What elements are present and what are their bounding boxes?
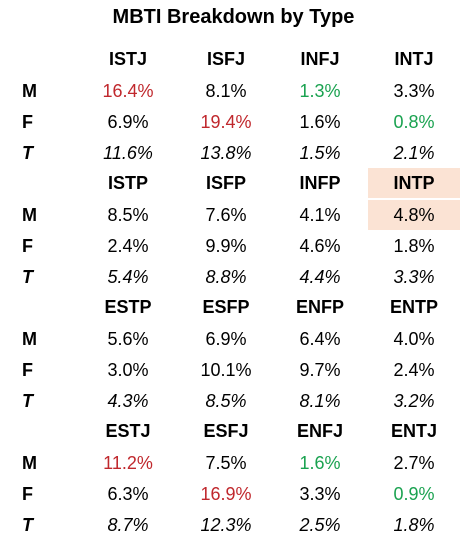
- value-cell-infp-f: 4.6%: [299, 236, 341, 256]
- value-cell-istp-t: 5.4%: [107, 267, 149, 287]
- value-cell-esfp-t: 8.5%: [205, 391, 247, 411]
- type-group: ESTJ ESFJ ENFJ ENTJ M 11.2% 7.5% 1.6% 2.7% F 6.3% 1…: [0, 416, 467, 540]
- value-cell-estp-f: 3.0%: [107, 360, 149, 380]
- value-cell-estj-t: 8.7%: [107, 515, 149, 535]
- row-label-f: F: [22, 112, 33, 132]
- row-m: M 11.2% 7.5% 1.6% 2.7%: [0, 448, 467, 478]
- type-header-row: ESTJ ESFJ ENFJ ENTJ: [0, 416, 467, 446]
- value-cell-infp-t: 4.4%: [299, 267, 341, 287]
- row-m: M 5.6% 6.9% 6.4% 4.0%: [0, 324, 467, 354]
- value-cell-istp-f: 2.4%: [107, 236, 149, 256]
- value-cell-isfp-t: 8.8%: [205, 267, 247, 287]
- value-cell-isfp-f: 9.9%: [205, 236, 247, 256]
- value-cell-intj-m: 3.3%: [393, 81, 435, 101]
- type-group: ISTJ ISFJ INFJ INTJ M 16.4% 8.1% 1.3% 3.3% F 6.9% 1…: [0, 44, 467, 168]
- value-cell-intp-m: 4.8%: [368, 200, 460, 230]
- type-header-intp: INTP: [368, 168, 460, 198]
- value-cell-intj-f: 0.8%: [393, 112, 435, 132]
- row-label-f: F: [22, 484, 33, 504]
- row-label-m: M: [22, 329, 37, 349]
- value-cell-entj-t: 1.8%: [393, 515, 435, 535]
- value-cell-entp-t: 3.2%: [393, 391, 435, 411]
- row-m: M 16.4% 8.1% 1.3% 3.3%: [0, 76, 467, 106]
- row-label-m: M: [22, 453, 37, 473]
- type-header-row: ISTP ISFP INFP INTP: [0, 168, 467, 198]
- value-cell-esfj-m: 7.5%: [205, 453, 247, 473]
- type-header-intj: INTJ: [394, 49, 434, 69]
- type-header-estp: ESTP: [104, 297, 152, 317]
- row-t: T 5.4% 8.8% 4.4% 3.3%: [0, 262, 467, 292]
- type-header-esfp: ESFP: [202, 297, 250, 317]
- value-cell-estj-f: 6.3%: [107, 484, 149, 504]
- value-cell-esfj-t: 12.3%: [200, 515, 252, 535]
- value-cell-isfj-t: 13.8%: [200, 143, 252, 163]
- value-cell-infj-f: 1.6%: [299, 112, 341, 132]
- value-cell-esfp-m: 6.9%: [205, 329, 247, 349]
- type-header-enfj: ENFJ: [296, 421, 343, 441]
- type-header-infj: INFJ: [300, 49, 340, 69]
- type-header-istj: ISTJ: [108, 49, 147, 69]
- value-cell-entp-m: 4.0%: [393, 329, 435, 349]
- row-label-t: T: [22, 391, 33, 411]
- type-header-row: ESTP ESFP ENFP ENTP: [0, 292, 467, 322]
- value-cell-isfj-f: 19.4%: [200, 112, 252, 132]
- value-cell-infp-m: 4.1%: [299, 205, 341, 225]
- type-header-isfj: ISFJ: [206, 49, 245, 69]
- value-cell-istp-m: 8.5%: [107, 205, 149, 225]
- row-m: M 8.5% 7.6% 4.1% 4.8%: [0, 200, 467, 230]
- type-header-enfp: ENFP: [295, 297, 344, 317]
- row-label-t: T: [22, 515, 33, 535]
- row-label-m: M: [22, 81, 37, 101]
- row-t: T 4.3% 8.5% 8.1% 3.2%: [0, 386, 467, 416]
- value-cell-enfj-t: 2.5%: [299, 515, 341, 535]
- value-cell-estj-m: 11.2%: [103, 453, 153, 473]
- type-header-infp: INFP: [299, 173, 341, 193]
- value-cell-enfp-t: 8.1%: [299, 391, 341, 411]
- type-header-entj: ENTJ: [390, 421, 437, 441]
- row-label-f: F: [22, 236, 33, 256]
- row-label-t: T: [22, 267, 33, 287]
- value-cell-entp-f: 2.4%: [393, 360, 435, 380]
- value-cell-istj-t: 11.6%: [103, 143, 153, 163]
- row-f: F 3.0% 10.1% 9.7% 2.4%: [0, 355, 467, 385]
- value-cell-enfp-m: 6.4%: [299, 329, 341, 349]
- value-cell-esfj-f: 16.9%: [200, 484, 252, 504]
- row-label-f: F: [22, 360, 33, 380]
- type-header-row: ISTJ ISFJ INFJ INTJ: [0, 44, 467, 74]
- value-cell-entj-m: 2.7%: [393, 453, 435, 473]
- value-cell-esfp-f: 10.1%: [200, 360, 252, 380]
- value-cell-intj-t: 2.1%: [393, 143, 435, 163]
- type-header-esfj: ESFJ: [203, 421, 249, 441]
- row-f: F 6.9% 19.4% 1.6% 0.8%: [0, 107, 467, 137]
- value-cell-entj-f: 0.9%: [393, 484, 435, 504]
- type-header-estj: ESTJ: [105, 421, 151, 441]
- value-cell-enfj-m: 1.6%: [299, 453, 341, 473]
- type-group: ESTP ESFP ENFP ENTP M 5.6% 6.9% 6.4% 4.0% F 3.0% 10…: [0, 292, 467, 416]
- value-cell-isfp-m: 7.6%: [205, 205, 247, 225]
- row-label-t: T: [22, 143, 33, 163]
- value-cell-intp-t: 3.3%: [393, 267, 435, 287]
- value-cell-intp-f: 1.8%: [393, 236, 435, 256]
- type-header-entp: ENTP: [389, 297, 438, 317]
- value-cell-istj-m: 16.4%: [102, 81, 154, 101]
- type-group: ISTP ISFP INFP INTP M 8.5% 7.6% 4.1% 4.8% F 2.4% 9.…: [0, 168, 467, 292]
- value-cell-infj-t: 1.5%: [299, 143, 341, 163]
- row-f: F 6.3% 16.9% 3.3% 0.9%: [0, 479, 467, 509]
- chart-title: MBTI Breakdown by Type: [112, 6, 355, 28]
- type-header-istp: ISTP: [107, 173, 148, 193]
- value-cell-enfj-f: 3.3%: [299, 484, 341, 504]
- value-cell-estp-t: 4.3%: [107, 391, 149, 411]
- value-cell-enfp-f: 9.7%: [299, 360, 341, 380]
- value-cell-isfj-m: 8.1%: [205, 81, 247, 101]
- row-label-m: M: [22, 205, 37, 225]
- type-header-isfp: ISFP: [205, 173, 246, 193]
- row-t: T 11.6% 13.8% 1.5% 2.1%: [0, 138, 467, 168]
- value-cell-infj-m: 1.3%: [299, 81, 341, 101]
- row-t: T 8.7% 12.3% 2.5% 1.8%: [0, 510, 467, 540]
- value-cell-istj-f: 6.9%: [107, 112, 149, 132]
- row-f: F 2.4% 9.9% 4.6% 1.8%: [0, 231, 467, 261]
- value-cell-estp-m: 5.6%: [107, 329, 149, 349]
